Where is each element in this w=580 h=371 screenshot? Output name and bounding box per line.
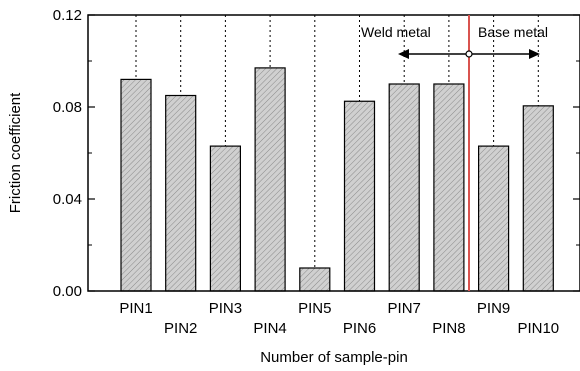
x-tick-labels: PIN1 PIN2 PIN3 PIN4 PIN5 PIN6 PIN7 PIN8 PIN9 PIN1…: [119, 300, 559, 337]
x-tick-label-pin1: PIN1: [119, 300, 152, 317]
x-tick-label-pin8: PIN8: [432, 320, 465, 337]
x-axis-title: Number of sample-pin: [260, 349, 408, 366]
base-metal-label: Base metal: [478, 24, 548, 40]
x-tick-label-pin9: PIN9: [477, 300, 510, 317]
x-tick-label-pin5: PIN5: [298, 300, 331, 317]
y-tick-label: 0.04: [53, 191, 82, 208]
x-tick-label-pin2: PIN2: [164, 320, 197, 337]
x-tick-label-pin4: PIN4: [253, 320, 286, 337]
bar-pin1: [120, 78, 152, 292]
bar-pin10: [522, 105, 554, 292]
boundary-marker: [465, 50, 473, 58]
y-tick-label: 0.12: [53, 7, 82, 24]
bar-pin8: [433, 83, 465, 292]
x-tick-label-pin6: PIN6: [343, 320, 376, 337]
y-tick-label: 0.00: [53, 283, 82, 300]
bar-pin9: [478, 145, 510, 292]
bar-pin6: [343, 100, 376, 292]
weld-metal-label: Weld metal: [361, 24, 431, 40]
bar-pin2: [165, 94, 197, 292]
left-arrowhead-icon: [398, 49, 409, 59]
gridlines: [135, 15, 539, 268]
bars: [120, 67, 554, 292]
y-axis-title: Friction coefficient: [7, 92, 24, 213]
x-tick-label-pin7: PIN7: [388, 300, 421, 317]
y-tick-label: 0.08: [53, 99, 82, 116]
right-arrowhead-icon: [529, 49, 540, 59]
bar-pin4: [254, 67, 286, 292]
bar-pin7: [388, 83, 420, 292]
x-tick-label-pin3: PIN3: [209, 300, 242, 317]
x-tick-label-pin10: PIN10: [517, 320, 559, 337]
y-ticks: 0.00 0.04 0.08 0.12: [53, 7, 580, 300]
bar-pin5: [299, 267, 331, 292]
bar-pin3: [209, 145, 241, 292]
